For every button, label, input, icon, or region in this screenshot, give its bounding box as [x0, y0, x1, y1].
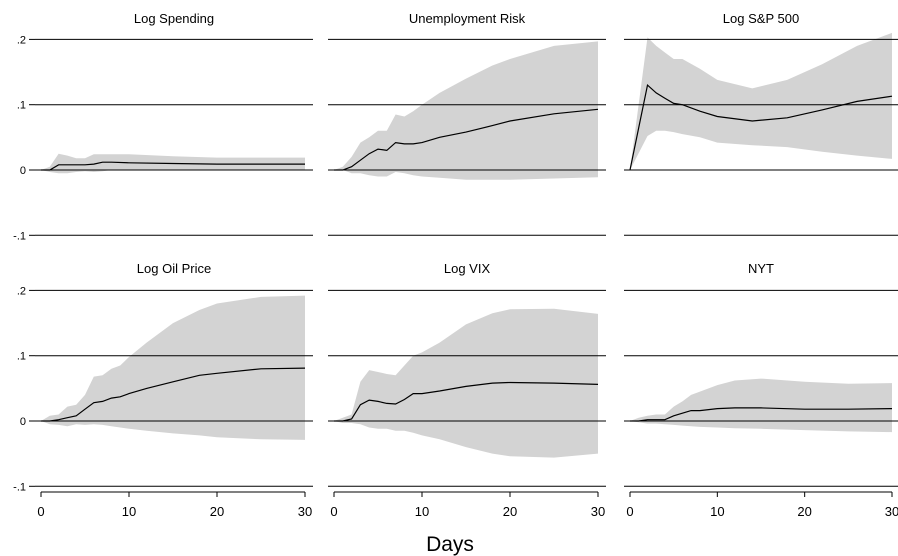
confidence-band [334, 308, 598, 458]
panel-title: Log VIX [444, 261, 491, 276]
x-tick-label: 10 [710, 504, 724, 519]
panel-title: Unemployment Risk [409, 11, 526, 26]
panel: NYT 0 10 20 30 [624, 261, 898, 519]
x-tick-label: 20 [797, 504, 811, 519]
x-tick-label: 10 [122, 504, 136, 519]
confidence-band [630, 378, 892, 433]
y-tick-label: 0 [20, 165, 26, 177]
y-tick-label: -.1 [13, 230, 26, 242]
x-tick-label: 20 [503, 504, 517, 519]
response-line [41, 161, 305, 171]
y-tick-label: -.1 [13, 481, 26, 493]
x-tick-label: 0 [626, 504, 633, 519]
y-tick-label: 0 [20, 416, 26, 428]
response-line [629, 83, 893, 171]
panel-title: NYT [748, 261, 774, 276]
panel-title: Log S&P 500 [723, 11, 799, 26]
confidence-band [630, 32, 892, 171]
panel-grid: Log Spending -.1 0 .1 .2 Unemployment Risk Log… [13, 11, 898, 519]
x-tick-label: 30 [591, 504, 605, 519]
panel: Log Spending -.1 0 .1 .2 [13, 11, 313, 242]
y-tick-label: .2 [17, 34, 26, 46]
x-tick-label: 10 [415, 504, 429, 519]
x-tick-label: 0 [330, 504, 337, 519]
panel: Log Oil Price -.1 0 .1 .2 0 10 20 30 [13, 261, 313, 519]
panel-title: Log Oil Price [137, 261, 211, 276]
x-axis-title: Days [426, 533, 474, 556]
panel-title: Log Spending [134, 11, 214, 26]
y-tick-label: .1 [17, 351, 26, 363]
y-tick-label: .1 [17, 100, 26, 112]
x-tick-label: 0 [37, 504, 44, 519]
confidence-band [41, 295, 305, 440]
panel: Log VIX 0 10 20 30 [328, 261, 606, 519]
y-tick-label: .2 [17, 285, 26, 297]
x-tick-label: 20 [210, 504, 224, 519]
x-tick-label: 30 [298, 504, 312, 519]
x-tick-label: 30 [885, 504, 898, 519]
response-line [41, 367, 306, 422]
panel: Log S&P 500 [624, 11, 898, 236]
response-line [334, 108, 599, 171]
confidence-band [334, 41, 598, 180]
panel: Unemployment Risk [328, 11, 606, 236]
response-line [630, 407, 893, 422]
response-line [334, 381, 599, 422]
